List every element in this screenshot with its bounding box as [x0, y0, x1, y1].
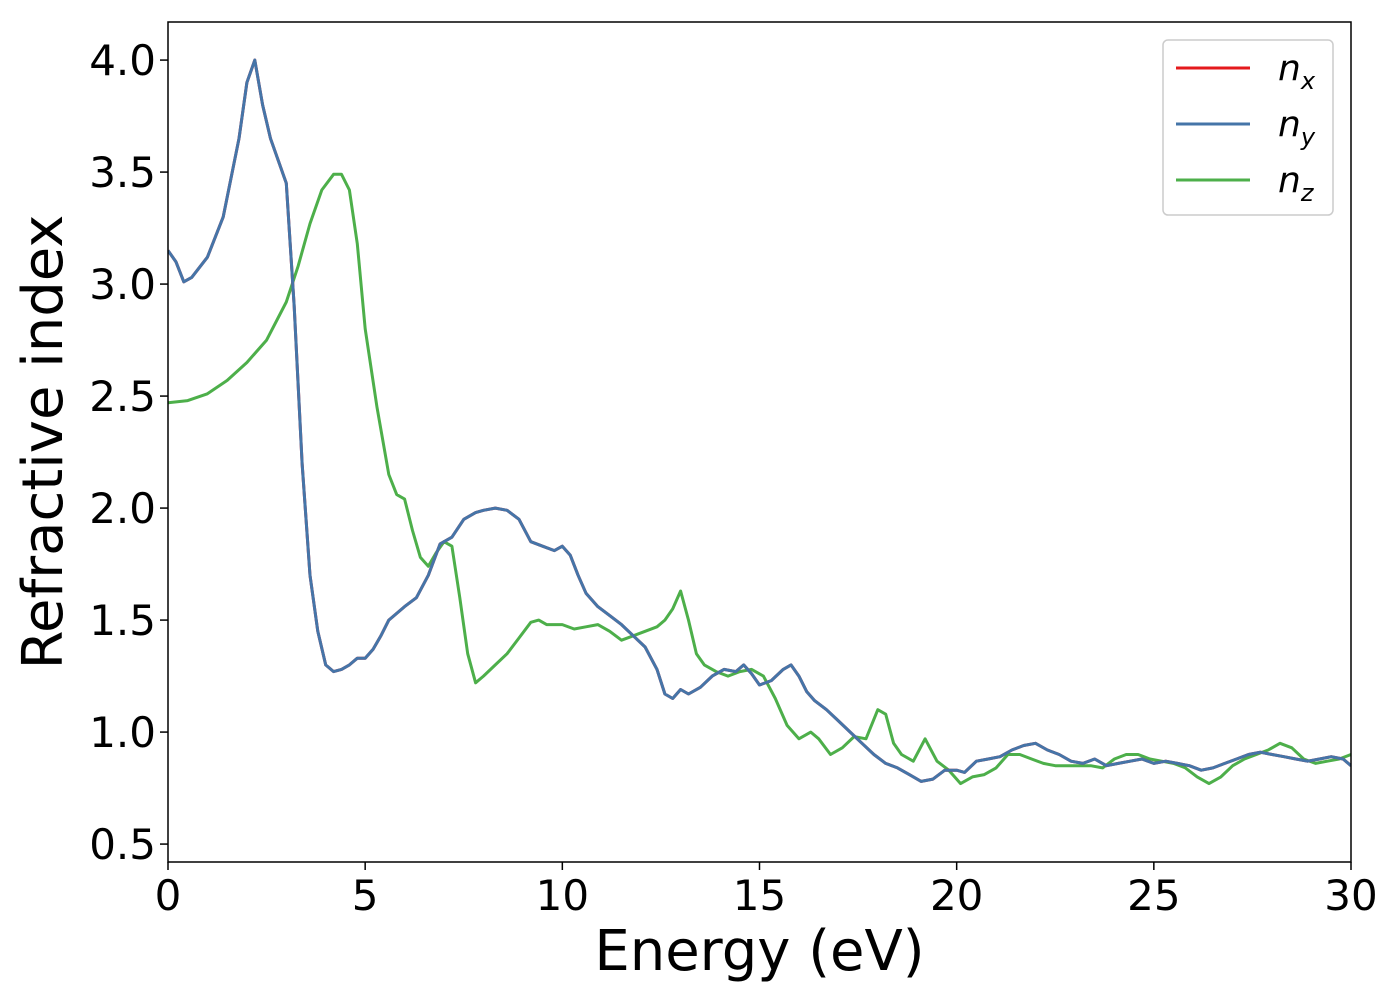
legend-label-subscript: y — [1300, 123, 1316, 151]
legend-label-subscript: x — [1300, 67, 1316, 95]
series-line-ny — [168, 58, 1351, 783]
x-tick-label: 0 — [155, 871, 182, 920]
legend-label-nx: nx — [1278, 48, 1316, 95]
y-tick-label: 3.5 — [89, 148, 156, 197]
x-axis-label: Energy (eV) — [594, 919, 924, 984]
plot-area — [168, 58, 1351, 786]
legend-label-nz: nz — [1278, 160, 1315, 207]
y-tick-label: 1.5 — [89, 596, 156, 645]
y-axis-label: Refractive index — [11, 215, 76, 670]
y-axis: 0.5 1.0 1.5 2.0 2.5 3.0 3.5 4.0 — [89, 36, 168, 869]
legend-label-base: n — [1278, 160, 1301, 201]
y-tick-label: 4.0 — [89, 36, 156, 85]
x-axis: 0 5 10 15 20 25 30 — [155, 862, 1378, 920]
legend-label-subscript: z — [1300, 179, 1315, 207]
y-tick-label: 0.5 — [89, 820, 156, 869]
legend-label-ny: ny — [1278, 104, 1316, 151]
x-tick-label: 15 — [733, 871, 786, 920]
y-tick-label: 3.0 — [89, 260, 156, 309]
x-tick-label: 25 — [1127, 871, 1180, 920]
series-line-nz — [168, 172, 1351, 786]
y-tick-label: 1.0 — [89, 708, 156, 757]
x-tick-label: 30 — [1324, 871, 1377, 920]
x-tick-label: 10 — [536, 871, 589, 920]
legend-label-base: n — [1278, 48, 1301, 89]
x-tick-label: 5 — [352, 871, 379, 920]
y-tick-label: 2.5 — [89, 372, 156, 421]
x-tick-label: 20 — [930, 871, 983, 920]
legend-label-base: n — [1278, 104, 1301, 145]
legend-box — [1162, 39, 1334, 216]
y-tick-label: 2.0 — [89, 484, 156, 533]
series-lines — [168, 58, 1351, 786]
